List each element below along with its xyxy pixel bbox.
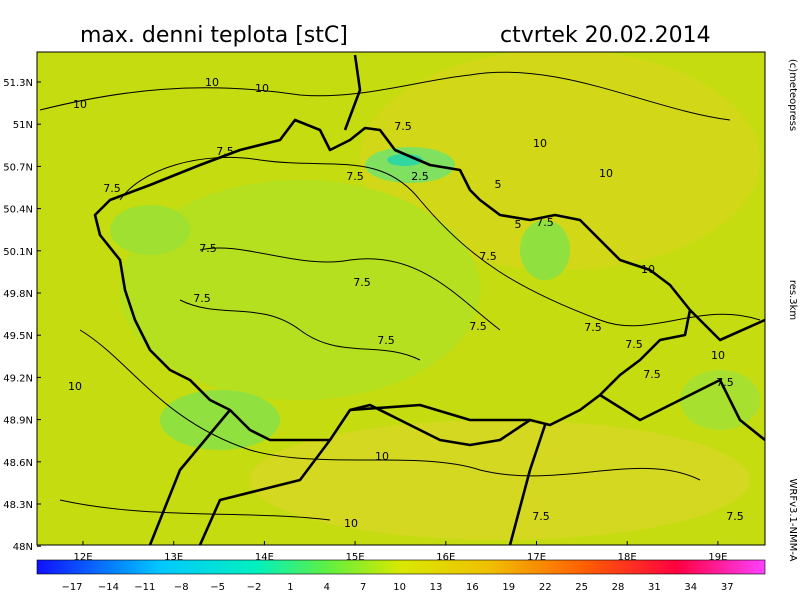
contour-label: 10: [73, 98, 87, 111]
contour-label: 7.5: [536, 216, 554, 229]
lon-label: 12E: [73, 552, 92, 563]
contour-label: 7.5: [346, 170, 364, 183]
colorbar-label: −5: [210, 582, 225, 593]
title: max. denni teplota [stC]: [80, 23, 348, 48]
lat-label: 49.8N: [3, 289, 33, 300]
colorbar-label: 4: [324, 582, 330, 593]
lon-label: 18E: [618, 552, 637, 563]
contour-label: 10: [641, 263, 655, 276]
contour-label: 5: [495, 178, 502, 191]
contour-label: 7.5: [532, 510, 550, 523]
contour-label: 7.5: [479, 250, 497, 263]
lon-label: 19E: [708, 552, 727, 563]
contour-label: 10: [599, 167, 613, 180]
contour-label: 7.5: [726, 510, 744, 523]
contour-label: 10: [255, 82, 269, 95]
lat-label: 50.4N: [3, 205, 33, 216]
colorbar-label: 25: [575, 582, 588, 593]
contour-label: 10: [375, 450, 389, 463]
contour-label: 7.5: [216, 145, 234, 158]
lat-label: 49.2N: [3, 373, 33, 384]
colorbar-label: −8: [174, 582, 189, 593]
contour-label: 10: [533, 137, 547, 150]
lat-label: 48.9N: [3, 416, 33, 427]
colorbar-label: 7: [360, 582, 366, 593]
contour-label: 2.5: [411, 170, 429, 183]
lon-label: 17E: [527, 552, 546, 563]
contour-label: 7.5: [377, 334, 395, 347]
contour-label: 7.5: [716, 376, 734, 389]
lon-label: 14E: [255, 552, 274, 563]
colorbar-label: −2: [247, 582, 262, 593]
colorbar-label: −17: [61, 582, 82, 593]
colorbar-label: 13: [430, 582, 443, 593]
contour-label: 7.5: [643, 368, 661, 381]
lat-label: 50.7N: [3, 162, 33, 173]
contour-label: 7.5: [199, 242, 217, 255]
colorbar-label: −14: [98, 582, 119, 593]
side-text: (c)meteopress: [787, 59, 798, 131]
contour-label: 7.5: [584, 321, 602, 334]
colorbar-label: 10: [393, 582, 406, 593]
colorbar-label: 16: [466, 582, 479, 593]
contour-label: 7.5: [625, 338, 643, 351]
contour-label: 7.5: [353, 276, 371, 289]
contour-label: 10: [711, 349, 725, 362]
colorbar: [36, 559, 766, 575]
lon-label: 13E: [164, 552, 183, 563]
side-text: WRFv3.1-NMM-A: [787, 479, 798, 562]
lat-label: 48.6N: [3, 458, 33, 469]
colorbar-label: −11: [134, 582, 155, 593]
contour-label: 7.5: [469, 320, 487, 333]
contour-label: 7.5: [193, 292, 211, 305]
colorbar-label: 19: [502, 582, 515, 593]
contour-label: 10: [344, 517, 358, 530]
colorbar-label: 1: [287, 582, 293, 593]
colorbar-label: 22: [539, 582, 552, 593]
contour-label: 7.5: [103, 182, 121, 195]
contour-label: 5: [515, 218, 522, 231]
lat-label: 51N: [13, 120, 33, 131]
lon-label: 15E: [346, 552, 365, 563]
map-frame: [36, 51, 766, 546]
contour-label: 7.5: [394, 120, 412, 133]
lat-label: 48N: [13, 542, 33, 553]
contour-label: 10: [68, 380, 82, 393]
lat-label: 50.1N: [3, 247, 33, 258]
map: 10 10 10 7.5 7.5 7.5 2.5 5 5 7.5 10 10 10 7.5 7.5 7.5 7.…: [37, 52, 765, 545]
colorbar-label: 31: [648, 582, 661, 593]
lon-label: 16E: [436, 552, 455, 563]
lat-label: 51.3N: [3, 78, 33, 89]
date: ctvrtek 20.02.2014: [500, 23, 711, 48]
lat-label: 48.3N: [3, 500, 33, 511]
colorbar-label: 28: [612, 582, 625, 593]
contour-label: 10: [205, 76, 219, 89]
colorbar-label: 37: [721, 582, 734, 593]
side-text: res.3km: [787, 280, 798, 320]
colorbar-label: 34: [684, 582, 697, 593]
lat-label: 49.5N: [3, 331, 33, 342]
